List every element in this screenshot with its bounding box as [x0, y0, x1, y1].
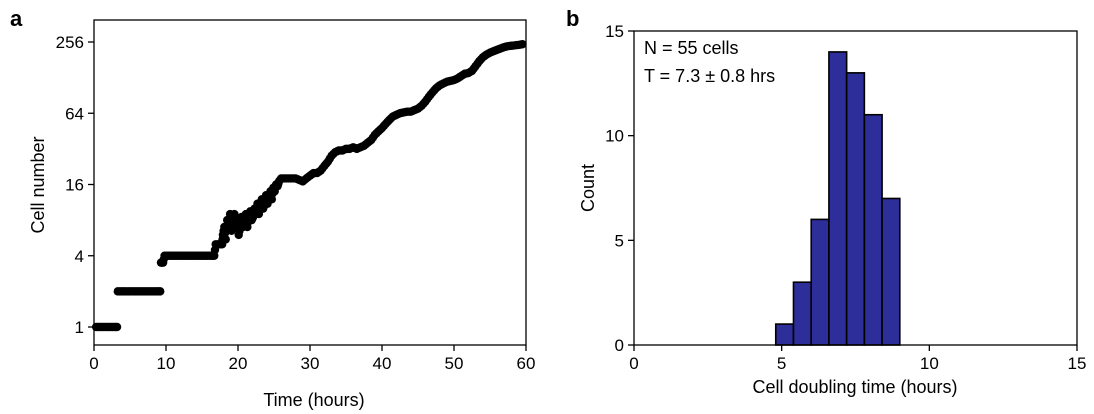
panel-a-points [91, 40, 527, 332]
panel-b-x-tick-label: 5 [777, 354, 786, 373]
panel-a-axes: 0 10 20 30 40 50 60 1 4 16 64 256 [56, 19, 536, 373]
panel-a-y-tick-label: 64 [65, 104, 84, 123]
panel-a-y-tick-label: 4 [75, 247, 84, 266]
panel-a-letter: a [10, 6, 23, 31]
panel-a-y-tick-label: 1 [75, 318, 84, 337]
panel-a-x-tick-label: 0 [89, 354, 98, 373]
panel-a-data-point [227, 226, 236, 235]
panel-b-x-tick-label: 15 [1068, 354, 1087, 373]
panel-b-histogram-bar [845, 72, 866, 346]
panel-b-y-tick-label: 15 [605, 22, 624, 41]
panel-a-x-tick-label: 10 [157, 354, 176, 373]
panel-a-data-point [221, 235, 230, 244]
panel-a-plot-frame [93, 19, 527, 346]
panel-a-x-tick-label: 30 [301, 354, 320, 373]
panel-b-y-axis-label: Count [578, 164, 598, 212]
panel-a-x-axis-label: Time (hours) [263, 390, 364, 410]
panel-b-y-tick-label: 10 [605, 127, 624, 146]
panel-b-axes: 0 5 10 15 0 5 10 15 [605, 22, 1086, 373]
panel-a-y-axis-label: Cell number [28, 136, 48, 233]
panel-b-histogram-bar [792, 281, 812, 346]
panel-a-x-tick-label: 50 [445, 354, 464, 373]
panel-b-histogram: b 0 5 10 15 0 5 10 15 N = 55 cells T = 7.3 ± 0.… [566, 6, 1086, 397]
panel-b-plot-frame [633, 30, 1078, 346]
panel-b-histogram-bar [774, 323, 795, 346]
panel-b-histogram-bar [881, 197, 901, 346]
panel-a-y-tick-label: 16 [65, 176, 84, 195]
panel-b-x-tick-label: 10 [920, 354, 939, 373]
panel-a-y-tick-label: 256 [56, 33, 84, 52]
panel-b-y-tick-label: 0 [615, 336, 624, 355]
panel-a-scatter-chart: a 0 10 20 30 40 50 60 1 4 16 64 256 Time (hours) Ce… [10, 6, 535, 410]
panel-a-data-point [518, 40, 527, 49]
panel-a-data-point [156, 287, 165, 296]
panel-b-letter: b [566, 6, 579, 31]
panel-a-x-tick-label: 40 [373, 354, 392, 373]
panel-b-annotation-n: N = 55 cells [644, 38, 739, 58]
panel-b-histogram-bar [863, 113, 883, 346]
panel-b-x-tick-label: 0 [629, 354, 638, 373]
panel-b-y-tick-label: 5 [615, 231, 624, 250]
panel-a-x-tick-label: 20 [229, 354, 248, 373]
panel-b-histogram-bar [810, 218, 830, 346]
panel-b-histogram-bar [828, 51, 848, 346]
panel-b-bars [774, 51, 901, 346]
panel-b-annotation-t: T = 7.3 ± 0.8 hrs [644, 66, 775, 86]
panel-b-x-axis-label: Cell doubling time (hours) [752, 377, 957, 397]
panel-a-x-tick-label: 60 [517, 354, 536, 373]
panel-a-data-point [112, 322, 122, 332]
